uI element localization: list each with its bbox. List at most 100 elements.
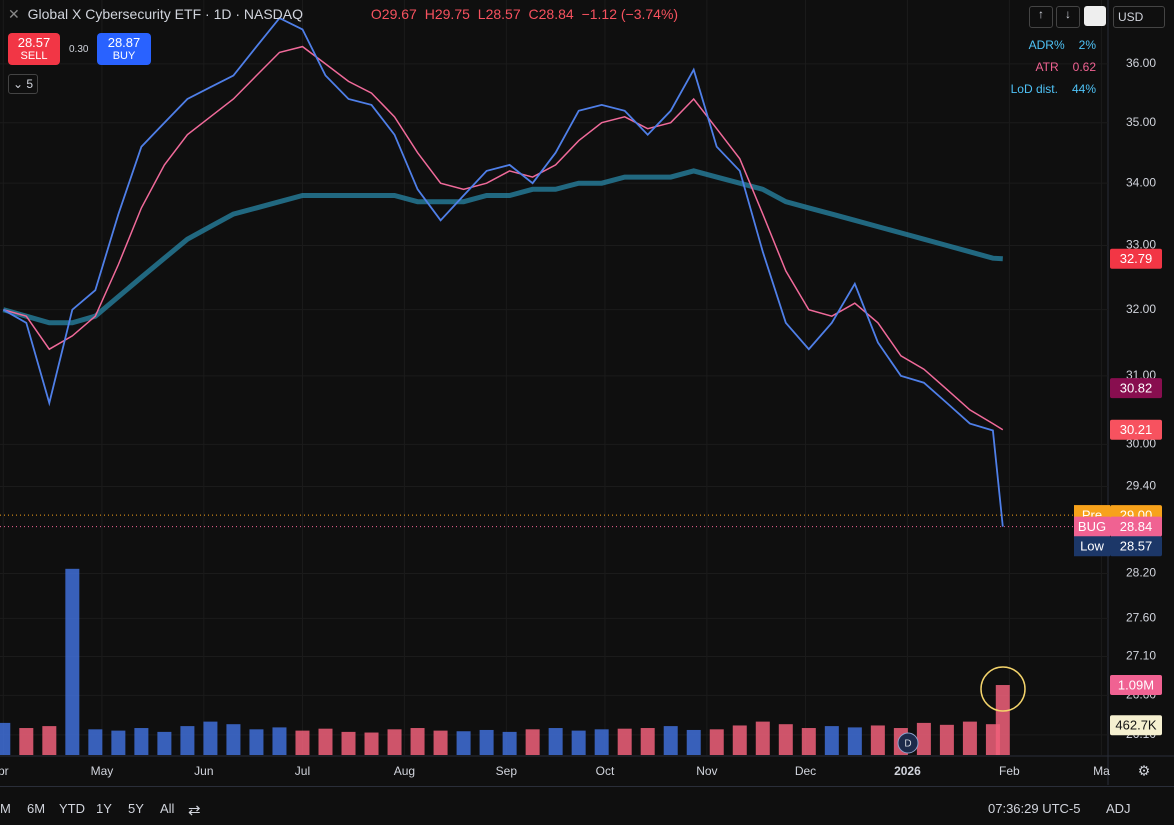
- y-tick-label: 34.00: [1126, 175, 1156, 189]
- x-tick-label: 2026: [894, 764, 921, 778]
- x-tick-label: Sep: [496, 764, 518, 778]
- ohlc-high: H29.75: [424, 6, 470, 22]
- volume-bar: [640, 728, 655, 755]
- volume-bar: [203, 721, 218, 755]
- ohlc-close: C28.84: [528, 6, 574, 22]
- x-tick-label: Aug: [394, 764, 415, 778]
- volume-bar: [801, 728, 816, 755]
- compare-icon[interactable]: ⇄: [188, 802, 201, 819]
- volume-bar: [686, 729, 701, 755]
- range-button[interactable]: 6M: [27, 801, 46, 816]
- price-tag-label: 30.82: [1120, 381, 1153, 396]
- adj-toggle[interactable]: ADJ: [1106, 801, 1131, 816]
- buy-price: 28.87: [107, 35, 141, 50]
- price-line: [3, 45, 1004, 431]
- symbol-title: Global X Cybersecurity ETF · 1D · NASDAQ: [27, 6, 304, 22]
- price-tag-label: 462.7K: [1115, 718, 1157, 733]
- x-tick-label: Feb: [999, 764, 1020, 778]
- settings-icon[interactable]: ⚙: [1138, 763, 1151, 779]
- price-tag: [1110, 675, 1162, 696]
- bottom-bar: ⇄ 07:36:29 UTC-5 ADJ M 6M YTD 1Y 5Y All: [0, 786, 1174, 825]
- layout-count: 5: [26, 77, 34, 91]
- volume-bar: [433, 730, 448, 755]
- volume-bar: [410, 728, 425, 755]
- y-tick-label: 27.10: [1126, 649, 1156, 663]
- range-button[interactable]: All: [160, 801, 175, 816]
- currency[interactable]: USD: [1113, 6, 1165, 28]
- indicator-row: LoD dist. 44%: [1011, 82, 1096, 96]
- close-icon[interactable]: ✕: [8, 6, 20, 22]
- price-line: [2, 168, 1003, 326]
- volume-bar: [525, 729, 540, 755]
- volume-bar: [364, 732, 379, 755]
- sell-price: 28.57: [17, 35, 51, 50]
- volume-bar: [341, 731, 356, 755]
- volume-bar: [0, 722, 11, 755]
- y-tick-label: 35.00: [1126, 115, 1156, 129]
- x-tick-label: Dec: [795, 764, 816, 778]
- chart: 36.0035.0034.0033.0032.0031.0030.0029.40…: [0, 0, 1174, 785]
- indicator-value: 0.62: [1072, 60, 1096, 74]
- price-tag-name: Low: [1080, 539, 1104, 554]
- price-tag-label: 30.21: [1120, 422, 1153, 437]
- volume-bar: [916, 722, 931, 755]
- price-tag-label: 32.79: [1120, 251, 1153, 266]
- volume-bar: [755, 721, 770, 755]
- x-tick-label: Jul: [295, 764, 310, 778]
- volume-bar: [594, 729, 609, 755]
- price-tag: [1110, 248, 1162, 269]
- x-tick-label: pr: [0, 764, 9, 778]
- volume-bar: [571, 730, 586, 755]
- fullscreen-button[interactable]: [1084, 6, 1106, 26]
- price-tag: [1110, 378, 1162, 399]
- volume-bar: [847, 727, 862, 755]
- header: ✕ Global X Cybersecurity ETF · 1D · NASD…: [8, 6, 682, 23]
- y-tick-label: 27.60: [1126, 610, 1156, 624]
- indicator-value: 44%: [1071, 82, 1096, 96]
- price-tag-name-box: [1074, 536, 1110, 557]
- sell-button[interactable]: 28.57 SELL: [8, 33, 60, 65]
- y-tick-label: 36.00: [1126, 56, 1156, 70]
- y-tick-label: 33.00: [1126, 238, 1156, 252]
- x-tick-label: May: [91, 764, 114, 778]
- range-button[interactable]: YTD: [59, 801, 85, 816]
- y-tick-label: 29.40: [1126, 479, 1156, 493]
- x-tick-label: Nov: [696, 764, 717, 778]
- ohlc-open: O29.67: [370, 6, 417, 22]
- range-button[interactable]: M: [0, 801, 11, 816]
- volume-bar: [88, 729, 103, 755]
- volume-bar: [111, 730, 126, 755]
- event-marker-label: D: [904, 739, 911, 750]
- volume-bar: [778, 724, 793, 755]
- highlight-circle: [980, 666, 1026, 712]
- price-tag-label: 28.84: [1120, 519, 1153, 534]
- price-tag: [1110, 536, 1162, 557]
- volume-bar: [502, 731, 517, 755]
- price-tag: [1110, 715, 1162, 736]
- range-button[interactable]: 1Y: [96, 801, 112, 816]
- price-tag-name-box: [1074, 516, 1110, 537]
- price-line: [2, 16, 1004, 527]
- volume-bar: [824, 726, 839, 755]
- x-tick-label: Oct: [596, 764, 615, 778]
- volume-bar: [249, 729, 264, 755]
- up-button[interactable]: ↑: [1029, 6, 1053, 28]
- volume-bar: [962, 721, 977, 755]
- volume-bar: [995, 685, 1010, 755]
- down-button[interactable]: ↓: [1056, 6, 1080, 28]
- volume-bar: [548, 728, 563, 755]
- buy-button[interactable]: 28.87 BUY: [97, 33, 151, 65]
- price-tag: [1110, 516, 1162, 537]
- volume-bar: [19, 728, 34, 755]
- volume-bar: [65, 568, 80, 755]
- x-tick-label: Ma: [1093, 764, 1110, 778]
- volume-bar: [180, 726, 195, 755]
- event-marker: [897, 732, 919, 754]
- price-tag-label: 28.57: [1120, 539, 1153, 554]
- ohlc-low: L28.57: [477, 6, 521, 22]
- range-button[interactable]: 5Y: [128, 801, 144, 816]
- y-tick-label: 28.20: [1126, 566, 1156, 580]
- volume-bar: [870, 725, 885, 755]
- layout-toggle[interactable]: ⌄ 5: [8, 74, 38, 94]
